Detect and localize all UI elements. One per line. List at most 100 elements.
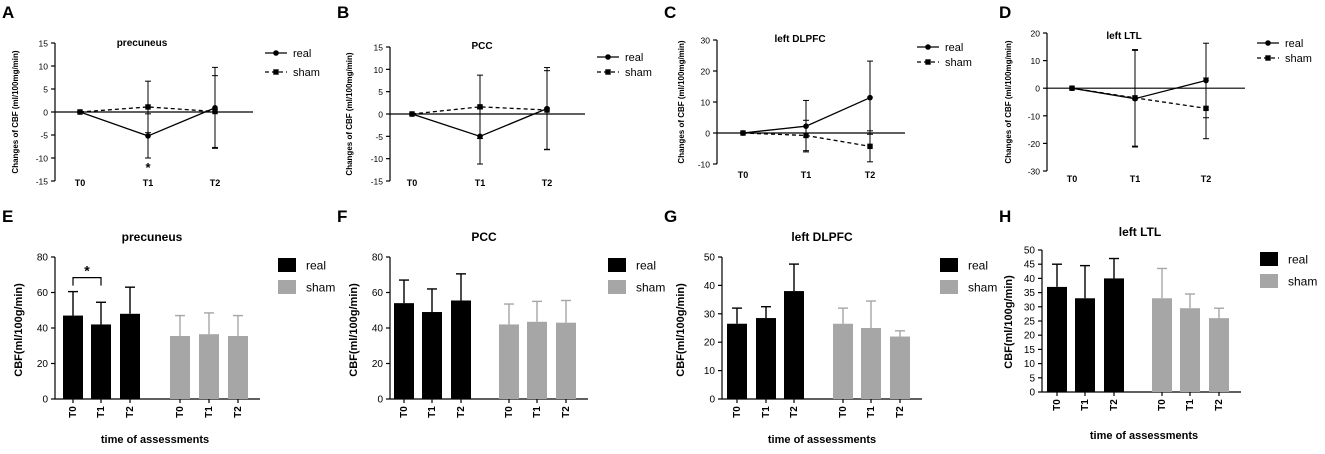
panel-label: G: [664, 207, 677, 226]
y-tick-label: 40: [372, 324, 384, 335]
legend-label-real: real: [625, 52, 643, 64]
y-tick-label: 15: [374, 43, 384, 53]
bar-real-t1: [422, 312, 442, 399]
significance-marker: *: [145, 160, 151, 175]
x-tick-label: T0: [838, 406, 849, 418]
legend-label-real: real: [636, 259, 656, 273]
x-tick-label: T1: [427, 406, 438, 418]
data-point-sham: [145, 104, 151, 110]
y-tick-label: 0: [377, 395, 383, 406]
bar-real-t2: [1104, 278, 1124, 392]
x-tick-label: T2: [895, 406, 906, 418]
x-tick-label: T0: [75, 178, 86, 188]
bar-sham-t0: [833, 323, 853, 399]
x-tick-label: T2: [1214, 399, 1225, 411]
y-tick-label: 25: [1024, 317, 1036, 328]
chart-title: PCC: [471, 41, 492, 52]
data-point-sham: [77, 109, 83, 115]
panel-label: C: [664, 3, 676, 22]
legend-label-real: real: [945, 42, 963, 54]
x-tick-label: T2: [1201, 174, 1212, 184]
x-tick-label: T2: [865, 170, 876, 180]
x-tick-label: T0: [732, 406, 743, 418]
bar-real-t0: [63, 315, 83, 399]
y-axis-label: CBF(ml/100g/min): [675, 283, 687, 377]
legend-label-sham: sham: [306, 281, 335, 295]
data-point-real: [867, 94, 873, 101]
y-tick-label: 80: [37, 253, 49, 264]
bar-real-t0: [394, 303, 414, 399]
chart-title: left LTL: [1119, 225, 1161, 239]
y-tick-label: 50: [704, 253, 716, 264]
chart-title: PCC: [471, 230, 497, 244]
y-tick-label: -10: [36, 154, 49, 164]
legend-label-sham: sham: [968, 281, 997, 295]
legend-swatch-real: [278, 258, 296, 272]
bar-real-t0: [727, 323, 747, 399]
bar-real-t1: [1075, 298, 1095, 392]
bar-sham-t1: [1180, 308, 1200, 392]
y-tick-label: 40: [37, 324, 49, 335]
y-tick-label: 0: [42, 395, 48, 406]
y-tick-label: -10: [698, 160, 711, 170]
bar-real-t2: [120, 313, 140, 399]
x-tick-label: T2: [233, 406, 244, 418]
legend-swatch-sham: [278, 280, 296, 294]
legend-swatch-sham: [940, 280, 958, 294]
y-tick-label: 10: [701, 98, 711, 108]
bar-real-t0: [1047, 286, 1067, 392]
panel-b: B PCC Changes of CBF (ml/100mg/min) 15 10 5 0 -…: [337, 3, 652, 188]
legend-label-real: real: [293, 48, 311, 60]
y-tick-label: 35: [1024, 288, 1036, 299]
data-point-sham: [477, 104, 483, 110]
x-tick-label: T0: [399, 406, 410, 418]
y-tick-label: 20: [37, 359, 49, 370]
legend-marker-sham: [605, 69, 611, 75]
x-tick-label: T1: [761, 406, 772, 418]
y-axis-label: Changes of CBF (ml/100mg/min): [677, 40, 686, 163]
x-tick-label: T0: [175, 406, 186, 418]
data-point-real: [145, 133, 151, 139]
legend-label-sham: sham: [293, 67, 320, 79]
y-tick-label: 60: [37, 288, 49, 299]
legend-marker-sham: [925, 59, 931, 65]
y-tick-label: -20: [1028, 139, 1041, 149]
data-point-sham: [544, 107, 550, 113]
x-tick-label: T1: [96, 406, 107, 418]
x-tick-label: T0: [504, 406, 515, 418]
y-tick-label: 45: [1024, 260, 1036, 271]
legend-label-real: real: [968, 259, 988, 273]
panel-f: F PCC CBF(ml/100g/min) 80 60 40 20 0 T0 T1 T2 real T…: [337, 207, 665, 418]
y-tick-label: 20: [704, 338, 716, 349]
bar-sham-t1: [199, 334, 219, 399]
panel-label: F: [337, 207, 347, 226]
y-tick-label: 20: [1031, 29, 1041, 39]
significance-marker: *: [84, 263, 90, 279]
y-tick-label: 20: [1024, 331, 1036, 342]
x-tick-label: T0: [1052, 399, 1063, 411]
x-tick-label: T1: [475, 178, 486, 188]
bar-sham-t2: [1209, 318, 1229, 392]
y-tick-label: 50: [1024, 246, 1036, 257]
panel-label: H: [999, 207, 1011, 226]
legend-swatch-real: [1260, 252, 1278, 266]
data-point-sham: [1069, 85, 1075, 91]
bar-sham-t1: [527, 321, 547, 399]
y-tick-label: 20: [701, 67, 711, 77]
x-tick-label: T2: [789, 406, 800, 418]
x-tick-label: T1: [866, 406, 877, 418]
y-tick-label: -15: [371, 177, 384, 187]
x-tick-label: T1: [1185, 399, 1196, 411]
y-axis-label: CBF(ml/100g/min): [13, 283, 25, 377]
bar-sham-t0: [170, 335, 190, 399]
y-tick-label: -30: [1028, 167, 1041, 177]
legend-swatch-real: [940, 258, 958, 272]
y-tick-label: -15: [36, 177, 49, 187]
y-tick-label: 20: [372, 359, 384, 370]
legend-label-real: real: [1288, 253, 1308, 267]
legend-swatch-sham: [1260, 274, 1278, 288]
panel-label: B: [337, 3, 349, 22]
